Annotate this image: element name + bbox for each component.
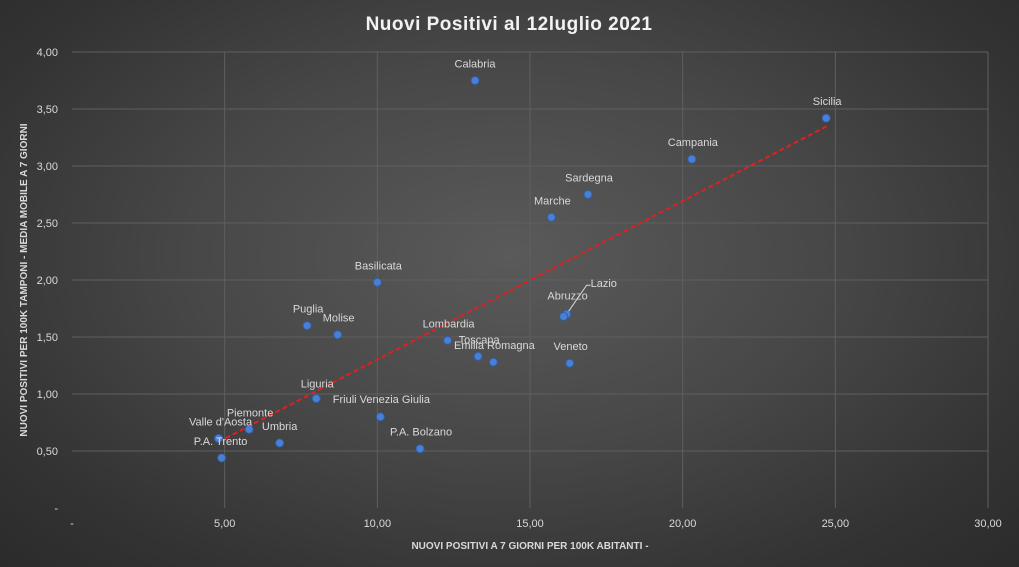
- data-point: [559, 311, 569, 321]
- point-label: Umbria: [262, 421, 298, 433]
- point-label: Sicilia: [813, 96, 843, 108]
- point-label: P.A. Bolzano: [390, 427, 452, 439]
- y-axis-title: NUOVI POSITIVI PER 100K TAMPONI - MEDIA …: [19, 123, 30, 436]
- x-tick-label: 15,00: [516, 518, 544, 530]
- x-tick-label: 30,00: [974, 518, 1002, 530]
- point-labels: Calabria Sicilia Campania Sardegna Marche Bas…: [189, 59, 842, 448]
- trendline: [218, 124, 830, 443]
- y-tick-label: 3,50: [37, 104, 58, 116]
- data-point: [821, 113, 831, 123]
- point-label: Calabria: [455, 59, 497, 71]
- point-label: Friuli Venezia Giulia: [333, 394, 431, 406]
- point-label: Abruzzo: [547, 290, 587, 302]
- y-tick-label: 0,50: [37, 446, 58, 458]
- data-point: [217, 453, 227, 463]
- y-tick-label: -: [54, 503, 58, 515]
- x-tick-label: 20,00: [669, 518, 697, 530]
- point-label: Veneto: [554, 341, 588, 353]
- data-point: [546, 212, 556, 222]
- y-tick-label: 1,50: [37, 332, 58, 344]
- point-label: P.A. Trento: [194, 436, 248, 448]
- point-label: Lombardia: [423, 318, 476, 330]
- point-label: Marche: [534, 195, 571, 207]
- data-point: [415, 444, 425, 454]
- data-point: [244, 424, 254, 434]
- point-label: Sardegna: [565, 173, 614, 185]
- data-point: [311, 394, 321, 404]
- point-label: Valle d'Aosta: [189, 416, 253, 428]
- point-label: Campania: [668, 137, 719, 149]
- x-axis-title: NUOVI POSITIVI A 7 GIORNI PER 100K ABITA…: [411, 541, 648, 552]
- data-point: [583, 190, 593, 199]
- data-point: [488, 357, 498, 367]
- chart-title: Nuovi Positivi al 12luglio 2021: [366, 14, 653, 35]
- data-point: [470, 76, 480, 85]
- data-point: [687, 154, 697, 164]
- x-tick-label: 25,00: [822, 518, 850, 530]
- x-axis-ticks: - 5,00 10,00 15,00 20,00 25,00 30,00: [70, 518, 1002, 530]
- point-label: Piemonte: [227, 407, 273, 419]
- x-tick-label: 5,00: [214, 518, 235, 530]
- point-label: Molise: [323, 313, 355, 325]
- point-label: Puglia: [293, 304, 324, 316]
- point-label: Lazio: [591, 278, 617, 290]
- point-label: Basilicata: [355, 260, 403, 272]
- data-point: [443, 335, 453, 345]
- x-tick-label: 10,00: [364, 518, 392, 530]
- y-tick-label: 2,50: [37, 218, 58, 230]
- point-label: Emilia Romagna: [454, 340, 536, 352]
- label-leader-line: [568, 284, 591, 312]
- x-tick-label: -: [70, 518, 74, 530]
- y-axis-ticks: - 0,50 1,00 1,50 2,00 2,50 3,00 3,50 4,00: [37, 47, 59, 515]
- data-point: [372, 277, 382, 287]
- trendline-group: [218, 124, 830, 443]
- data-point: [214, 433, 224, 443]
- data-point: [375, 412, 385, 422]
- data-point: [473, 351, 483, 361]
- point-label: Liguria: [301, 379, 335, 391]
- y-tick-label: 1,00: [37, 389, 58, 401]
- y-tick-label: 3,00: [37, 161, 58, 173]
- point-label: Toscana: [459, 334, 501, 346]
- y-tick-label: 2,00: [37, 275, 58, 287]
- data-points: [214, 76, 831, 463]
- data-point: [275, 438, 285, 448]
- y-tick-label: 4,00: [37, 47, 58, 59]
- data-point: [302, 321, 312, 331]
- data-point: [333, 330, 343, 340]
- data-point: [565, 358, 575, 368]
- grid: [72, 51, 989, 508]
